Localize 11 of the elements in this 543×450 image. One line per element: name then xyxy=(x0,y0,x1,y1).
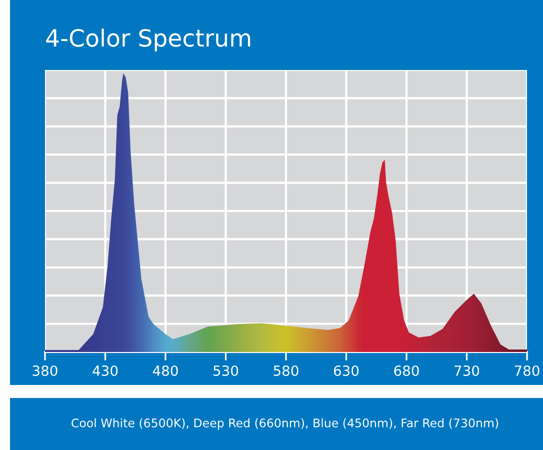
chart-title: 4-Color Spectrum xyxy=(46,28,250,52)
x-tick-label: 680 xyxy=(394,365,419,376)
text: Cool White (6500K), Deep Red (660nm), Blue (450nm), Far Red (730nm) xyxy=(72,418,498,430)
x-tick-label: 530 xyxy=(214,365,238,376)
x-tick-label: 730 xyxy=(454,365,480,376)
x-tick-label: 580 xyxy=(274,365,298,376)
x-tick-label: 630 xyxy=(334,365,359,376)
x-tick-label: 430 xyxy=(92,365,118,376)
x-tick-label: 780 xyxy=(514,365,540,376)
x-tick-label: 380 xyxy=(32,365,58,376)
x-tick-label: 480 xyxy=(152,365,178,376)
